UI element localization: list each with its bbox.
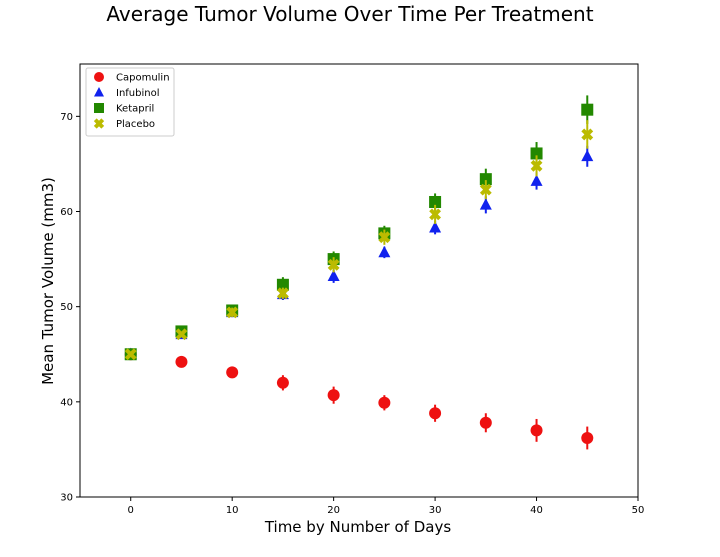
legend-label: Ketapril	[116, 104, 154, 115]
legend-marker	[94, 72, 104, 82]
y-tick-label: 50	[60, 302, 73, 313]
y-axis: 30 40 50 60 70	[60, 112, 80, 504]
legend-marker	[94, 87, 104, 97]
legend-item: Placebo	[93, 118, 155, 130]
x-mark-stroke	[378, 231, 391, 244]
legend-marker	[94, 103, 104, 113]
data-point	[479, 183, 492, 196]
x-mark-stroke	[124, 348, 137, 361]
x-mark-stroke	[93, 118, 105, 129]
x-tick-label: 0	[128, 505, 134, 516]
legend-marker	[93, 118, 105, 129]
data-point	[530, 147, 543, 160]
legend: Capomulin Infubinol Ketapril Placebo	[85, 67, 175, 137]
x-mark-stroke	[581, 128, 594, 141]
data-point	[378, 396, 391, 409]
legend-item: Infubinol	[94, 87, 160, 99]
chart-title: Average Tumor Volume Over Time Per Treat…	[106, 2, 593, 26]
x-tick-label: 40	[530, 505, 543, 516]
data-point	[479, 416, 492, 429]
data-point	[581, 431, 594, 444]
x-axis-label: Time by Number of Days	[264, 518, 452, 536]
series-capomulin	[124, 348, 594, 450]
y-tick-label: 70	[60, 112, 73, 123]
data-point	[327, 258, 340, 271]
data-point	[479, 173, 492, 186]
data-point	[530, 159, 543, 172]
x-mark-stroke	[327, 258, 340, 271]
x-tick-label: 20	[327, 505, 340, 516]
legend-item: Capomulin	[94, 72, 170, 84]
x-tick-label: 30	[429, 505, 442, 516]
data-point	[327, 269, 340, 282]
y-tick-label: 30	[60, 493, 73, 504]
legend-item: Ketapril	[94, 103, 154, 115]
x-tick-label: 10	[226, 505, 239, 516]
data-point	[530, 174, 543, 186]
data-point	[581, 128, 594, 141]
data-point	[124, 348, 137, 361]
x-axis: 0 10 20 30 40 50	[128, 497, 645, 516]
data-point	[581, 103, 594, 116]
data-point	[429, 195, 442, 208]
legend-label: Placebo	[116, 119, 155, 130]
data-point	[479, 198, 492, 210]
data-point	[429, 208, 442, 221]
data-point	[276, 376, 289, 389]
x-mark-stroke	[226, 306, 239, 319]
series-infubinol	[124, 145, 594, 360]
series-ketapril	[124, 95, 594, 361]
x-tick-label: 50	[632, 505, 645, 516]
y-tick-label: 60	[60, 207, 73, 218]
y-axis-label: Mean Tumor Volume (mm3)	[39, 177, 57, 385]
data-point	[226, 306, 239, 319]
data-point	[378, 245, 391, 258]
plot-frame	[79, 63, 639, 498]
data-point	[175, 355, 188, 368]
y-tick-label: 40	[60, 397, 73, 408]
data-point	[175, 325, 188, 338]
x-mark-stroke	[479, 183, 492, 196]
x-mark-stroke	[429, 208, 442, 221]
data-point	[226, 366, 239, 379]
series-placebo	[124, 120, 594, 361]
data-point	[429, 221, 442, 233]
data-point	[581, 149, 594, 162]
x-mark-stroke	[530, 159, 543, 172]
data-point	[276, 287, 289, 300]
x-mark-stroke	[276, 287, 289, 300]
x-mark-stroke	[175, 328, 188, 341]
data-point	[429, 407, 442, 420]
legend-label: Capomulin	[116, 73, 170, 84]
data-point	[378, 231, 391, 244]
legend-box	[85, 67, 175, 137]
data-point	[530, 424, 543, 437]
plot-area	[79, 63, 639, 498]
legend-label: Infubinol	[116, 88, 160, 99]
data-point	[175, 328, 188, 341]
data-point	[327, 389, 340, 402]
